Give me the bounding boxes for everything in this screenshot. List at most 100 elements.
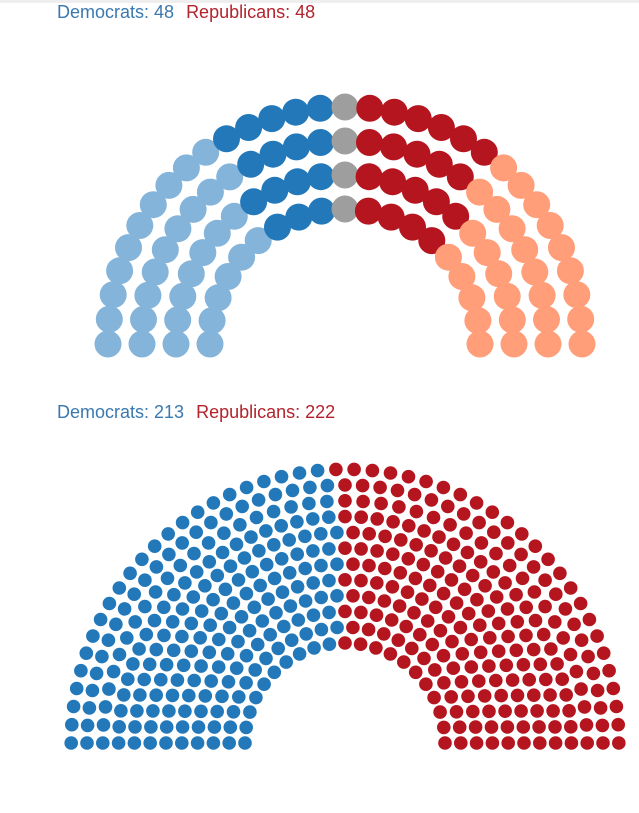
house-seat-35 — [117, 688, 131, 702]
house-seat-32 — [178, 704, 192, 718]
house-seat-140 — [239, 586, 254, 601]
senate-seat-60 — [404, 105, 432, 133]
house-seat-117 — [259, 651, 273, 666]
house-seat-122 — [189, 565, 204, 579]
senate-seat-97 — [568, 330, 596, 358]
house-seat-333 — [473, 618, 487, 632]
house-seat-215 — [338, 509, 352, 524]
house-seat-84 — [175, 629, 189, 644]
house-seat-24 — [82, 701, 97, 715]
house-seat-9 — [190, 736, 205, 750]
senate-seat-38 — [235, 114, 263, 141]
house-seat-186 — [274, 469, 289, 484]
senate-seat-29 — [220, 202, 248, 230]
house-seat-175 — [282, 566, 297, 580]
house-seat-154 — [277, 619, 291, 634]
senate-seat-56 — [354, 197, 382, 225]
senate-seat-72 — [442, 202, 470, 230]
house-seat-372 — [544, 642, 558, 656]
house-seat-302 — [405, 641, 419, 656]
house-seat-340 — [553, 566, 567, 581]
house-seat-36 — [194, 704, 208, 719]
house-seat-204 — [310, 463, 325, 478]
house-seat-375 — [444, 690, 459, 704]
house-seat-299 — [474, 536, 489, 550]
senate-seat-58 — [380, 133, 408, 161]
house-seat-254 — [377, 594, 392, 608]
house-seat-207 — [320, 494, 334, 509]
house-seat-383 — [581, 649, 595, 664]
senate-seat-7 — [164, 306, 192, 334]
house-seat-55 — [170, 673, 185, 687]
house-seat-243 — [378, 529, 392, 544]
house-seat-220 — [338, 636, 352, 650]
house-seat-363 — [482, 659, 496, 673]
house-seat-100 — [212, 632, 226, 647]
house-seat-198 — [302, 496, 316, 511]
house-seat-420 — [579, 718, 594, 732]
house-seat-268 — [436, 480, 451, 495]
house-seat-150 — [245, 564, 260, 579]
house-seat-120 — [198, 579, 212, 593]
house-seat-143 — [215, 545, 230, 560]
house-seat-358 — [519, 628, 533, 643]
house-seat-395 — [602, 663, 616, 678]
house-seat-237 — [370, 512, 385, 526]
house-seat-10 — [206, 736, 221, 750]
house-seat-348 — [446, 661, 461, 675]
house-seat-373 — [516, 657, 531, 672]
house-seat-213 — [330, 525, 344, 540]
house-seat-429 — [517, 736, 531, 750]
house-seat-276 — [432, 530, 446, 544]
house-seat-75 — [139, 627, 154, 642]
house-seat-156 — [284, 633, 299, 647]
house-seat-273 — [441, 499, 455, 514]
senate-chart: Democrats: 48 Republicans: 48 — [0, 0, 639, 390]
house-seat-168 — [239, 480, 254, 495]
house-seat-83 — [147, 613, 162, 628]
house-seat-chart — [64, 462, 626, 750]
house-seat-2 — [80, 736, 94, 750]
house-seat-21 — [191, 720, 206, 734]
house-seat-174 — [274, 552, 289, 566]
house-seat-349 — [563, 581, 578, 595]
house-seat-223 — [346, 525, 360, 540]
house-seat-28 — [130, 704, 144, 718]
house-seat-80 — [211, 660, 226, 674]
house-seat-351 — [473, 645, 488, 660]
house-seat-49 — [243, 705, 257, 719]
senate-seat-48 — [306, 94, 334, 122]
house-seat-355 — [437, 676, 451, 690]
house-seat-187 — [284, 500, 298, 514]
house-seat-419 — [548, 720, 562, 734]
house-seat-73 — [194, 659, 208, 673]
house-seat-13 — [65, 717, 79, 732]
house-seat-144 — [190, 505, 205, 519]
house-seat-427 — [580, 736, 594, 750]
house-seat-336 — [464, 632, 479, 647]
house-seat-407 — [437, 720, 451, 735]
house-seat-148 — [229, 537, 244, 552]
house-seat-346 — [549, 587, 563, 601]
house-seat-275 — [424, 544, 438, 558]
house-seat-178 — [266, 504, 281, 519]
house-seat-112 — [222, 620, 237, 635]
house-seat-38 — [133, 688, 147, 702]
house-seat-250 — [401, 469, 416, 484]
house-seat-394 — [510, 688, 525, 703]
house-seat-311 — [441, 610, 456, 624]
house-seat-196 — [314, 590, 329, 605]
house-seat-104 — [239, 648, 254, 663]
house-seat-108 — [149, 560, 164, 574]
house-seat-218 — [338, 541, 352, 555]
house-seat-418 — [532, 720, 546, 734]
senate-seat-94 — [498, 306, 526, 334]
house-seat-401 — [559, 688, 573, 702]
house-seat-318 — [502, 558, 517, 573]
house-seat-124 — [161, 527, 175, 541]
house-seat-264 — [377, 627, 391, 641]
house-seat-176 — [307, 641, 321, 655]
house-seat-332 — [436, 648, 451, 663]
house-seat-262 — [401, 552, 416, 566]
house-seat-23 — [66, 699, 81, 714]
